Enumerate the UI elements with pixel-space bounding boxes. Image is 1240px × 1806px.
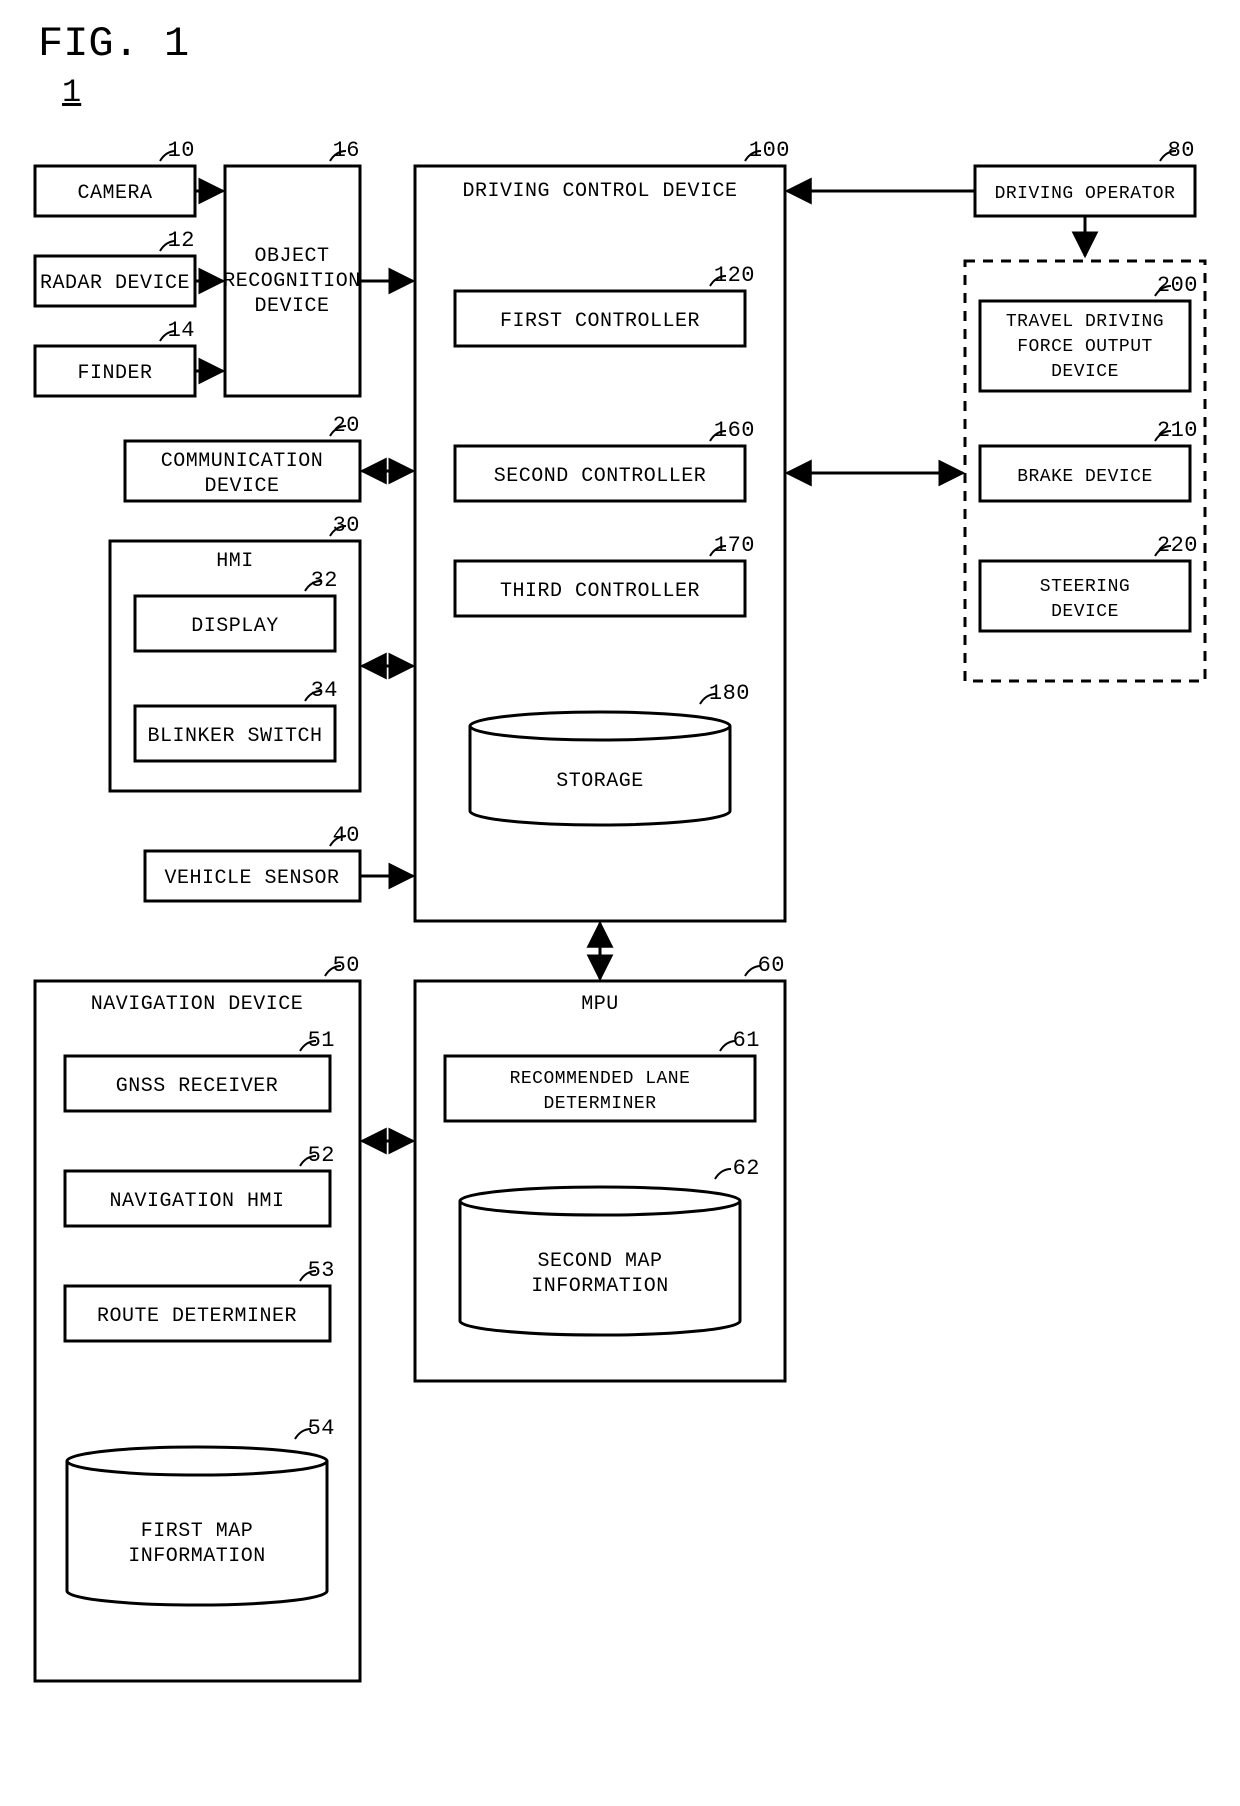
svg-text:RADAR DEVICE: RADAR DEVICE (40, 272, 190, 295)
svg-text:HMI: HMI (216, 550, 254, 573)
svg-text:DISPLAY: DISPLAY (191, 615, 279, 638)
block-object-recognition: OBJECT RECOGNITION DEVICE 16 (223, 138, 361, 396)
figure-title: FIG. 1 (38, 20, 1240, 68)
svg-text:160: 160 (714, 418, 755, 443)
system-block-diagram: CAMERA 10 RADAR DEVICE 12 FINDER 14 OBJE… (20, 111, 1220, 1781)
block-storage-cylinder: STORAGE 180 (470, 681, 750, 825)
svg-text:52: 52 (308, 1143, 335, 1168)
svg-text:INFORMATION: INFORMATION (531, 1275, 669, 1298)
block-hmi: HMI 30 DISPLAY 32 BLINKER SWITCH 34 (110, 513, 360, 791)
block-navigation-device: NAVIGATION DEVICE 50 GNSS RECEIVER 51 NA… (35, 953, 360, 1681)
svg-text:ROUTE DETERMINER: ROUTE DETERMINER (97, 1305, 297, 1328)
svg-text:53: 53 (308, 1258, 335, 1283)
svg-text:FIRST CONTROLLER: FIRST CONTROLLER (500, 310, 700, 333)
svg-text:32: 32 (311, 568, 338, 593)
svg-text:51: 51 (308, 1028, 335, 1053)
svg-text:DRIVING OPERATOR: DRIVING OPERATOR (995, 184, 1176, 204)
svg-text:12: 12 (168, 228, 195, 253)
svg-text:INFORMATION: INFORMATION (128, 1545, 266, 1568)
svg-text:DEVICE: DEVICE (1051, 602, 1119, 622)
block-communication-device: COMMUNICATION DEVICE 20 (125, 413, 360, 501)
svg-text:DRIVING CONTROL DEVICE: DRIVING CONTROL DEVICE (462, 180, 737, 203)
svg-text:NAVIGATION DEVICE: NAVIGATION DEVICE (91, 993, 304, 1016)
svg-text:TRAVEL DRIVING: TRAVEL DRIVING (1006, 312, 1164, 332)
block-camera: CAMERA 10 (35, 138, 195, 216)
svg-text:61: 61 (733, 1028, 760, 1053)
block-actuators-group: TRAVEL DRIVING FORCE OUTPUT DEVICE 200 B… (965, 261, 1205, 681)
svg-text:30: 30 (333, 513, 360, 538)
svg-text:180: 180 (709, 681, 750, 706)
block-mpu: MPU 60 RECOMMENDED LANE DETERMINER 61 SE… (415, 953, 785, 1381)
block-driving-control-device: DRIVING CONTROL DEVICE 100 FIRST CONTROL… (415, 138, 790, 921)
svg-text:DEVICE: DEVICE (204, 475, 279, 498)
svg-text:60: 60 (758, 953, 785, 978)
svg-text:FORCE OUTPUT: FORCE OUTPUT (1017, 337, 1153, 357)
svg-text:FINDER: FINDER (77, 362, 152, 385)
svg-text:OBJECT: OBJECT (254, 245, 329, 268)
svg-text:220: 220 (1157, 533, 1198, 558)
svg-text:210: 210 (1157, 418, 1198, 443)
svg-text:170: 170 (714, 533, 755, 558)
svg-text:MPU: MPU (581, 993, 619, 1016)
svg-text:DETERMINER: DETERMINER (543, 1094, 656, 1114)
svg-text:34: 34 (311, 678, 338, 703)
block-first-map-cylinder: FIRST MAP INFORMATION 54 (67, 1416, 335, 1605)
block-vehicle-sensor: VEHICLE SENSOR 40 (145, 823, 360, 901)
svg-text:16: 16 (333, 138, 360, 163)
svg-text:100: 100 (749, 138, 790, 163)
svg-text:FIRST MAP: FIRST MAP (141, 1520, 254, 1543)
svg-text:THIRD CONTROLLER: THIRD CONTROLLER (500, 580, 700, 603)
svg-text:80: 80 (1168, 138, 1195, 163)
svg-text:54: 54 (308, 1416, 335, 1441)
svg-text:VEHICLE SENSOR: VEHICLE SENSOR (164, 867, 339, 890)
svg-text:50: 50 (333, 953, 360, 978)
svg-text:RECOMMENDED LANE: RECOMMENDED LANE (510, 1069, 691, 1089)
svg-text:BLINKER SWITCH: BLINKER SWITCH (147, 725, 322, 748)
system-reference-number: 1 (62, 74, 81, 111)
svg-text:BRAKE DEVICE: BRAKE DEVICE (1017, 467, 1153, 487)
svg-text:40: 40 (333, 823, 360, 848)
svg-text:200: 200 (1157, 273, 1198, 298)
svg-text:120: 120 (714, 263, 755, 288)
svg-text:COMMUNICATION: COMMUNICATION (161, 450, 324, 473)
svg-text:20: 20 (333, 413, 360, 438)
block-radar: RADAR DEVICE 12 (35, 228, 195, 306)
svg-text:DEVICE: DEVICE (1051, 362, 1119, 382)
svg-text:DEVICE: DEVICE (254, 295, 329, 318)
block-second-map-cylinder: SECOND MAP INFORMATION 62 (460, 1156, 760, 1335)
svg-text:SECOND MAP: SECOND MAP (537, 1250, 662, 1273)
svg-text:STORAGE: STORAGE (556, 770, 644, 793)
block-finder: FINDER 14 (35, 318, 195, 396)
svg-text:STEERING: STEERING (1040, 577, 1130, 597)
svg-text:GNSS RECEIVER: GNSS RECEIVER (116, 1075, 279, 1098)
svg-text:NAVIGATION HMI: NAVIGATION HMI (109, 1190, 284, 1213)
block-driving-operator: DRIVING OPERATOR 80 (975, 138, 1195, 216)
svg-text:62: 62 (733, 1156, 760, 1181)
svg-text:RECOGNITION: RECOGNITION (223, 270, 361, 293)
svg-text:CAMERA: CAMERA (77, 182, 152, 205)
svg-text:SECOND CONTROLLER: SECOND CONTROLLER (494, 465, 707, 488)
svg-text:10: 10 (168, 138, 195, 163)
svg-text:14: 14 (168, 318, 195, 343)
